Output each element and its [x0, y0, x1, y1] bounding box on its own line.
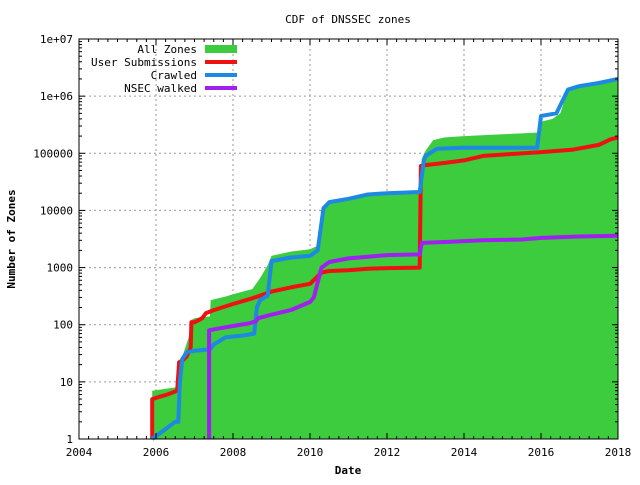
series-layer	[150, 76, 619, 441]
x-tick-label: 2004	[66, 446, 93, 459]
x-tick-label: 2010	[297, 446, 324, 459]
legend-label-crawled: Crawled	[151, 69, 197, 82]
legend-swatch-all-zones	[205, 45, 237, 53]
ticks-layer: 2004 2006 2008 2010 2012 2014 2016 2018 1 10 100 10…	[33, 33, 631, 459]
y-tick-label: 100000	[33, 147, 73, 160]
y-tick-label: 1e+07	[40, 33, 73, 46]
x-tick-label: 2018	[605, 446, 632, 459]
y-tick-label: 1	[66, 433, 73, 446]
x-tick-label: 2006	[143, 446, 170, 459]
series-area-all-zones	[152, 80, 618, 439]
x-axis-label: Date	[335, 464, 362, 477]
y-tick-label: 1e+06	[40, 90, 73, 103]
y-tick-label: 10000	[40, 204, 73, 217]
x-tick-label: 2016	[528, 446, 555, 459]
y-tick-label: 10	[60, 376, 73, 389]
legend-label-nsec-walked: NSEC walked	[124, 82, 197, 95]
x-tick-label: 2012	[374, 446, 401, 459]
legend-label-user-submissions: User Submissions	[91, 56, 197, 69]
series-line-nsec-walked	[207, 233, 619, 439]
chart-title: CDF of DNSSEC zones	[285, 13, 411, 26]
series-line-crawled	[151, 76, 619, 441]
x-tick-label: 2014	[451, 446, 478, 459]
x-tick-label: 2008	[220, 446, 247, 459]
y-axis-label: Number of Zones	[5, 189, 18, 288]
y-tick-label: 100	[53, 319, 73, 332]
y-tick-label: 1000	[47, 262, 74, 275]
legend-label-all-zones: All Zones	[137, 43, 197, 56]
